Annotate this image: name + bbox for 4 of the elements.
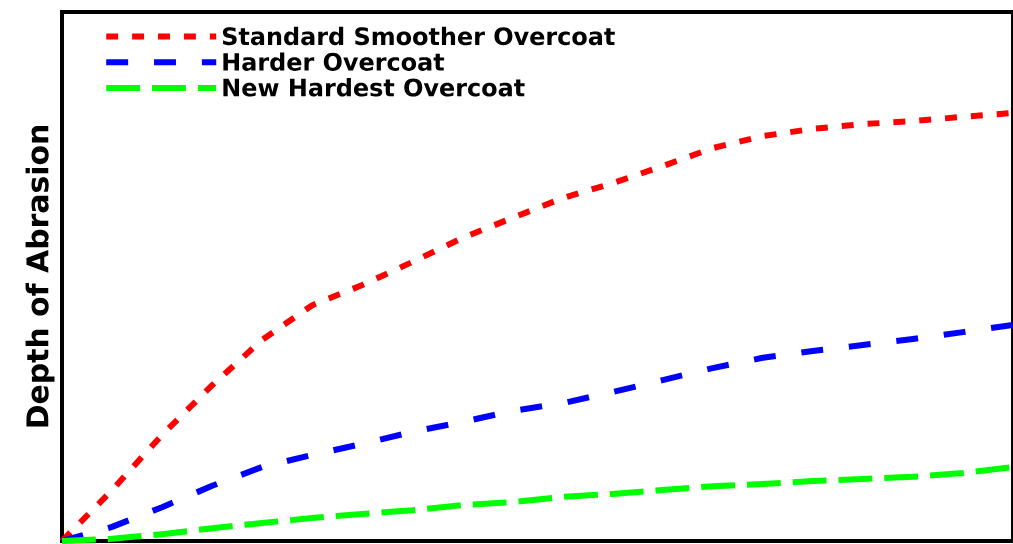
legend-label: Standard Smoother Overcoat — [222, 26, 615, 46]
y-axis-title: Depth of Abrasion — [25, 126, 55, 427]
legend-label: New Hardest Overcoat — [223, 78, 525, 97]
legend-label: Harder Overcoat — [223, 52, 445, 71]
